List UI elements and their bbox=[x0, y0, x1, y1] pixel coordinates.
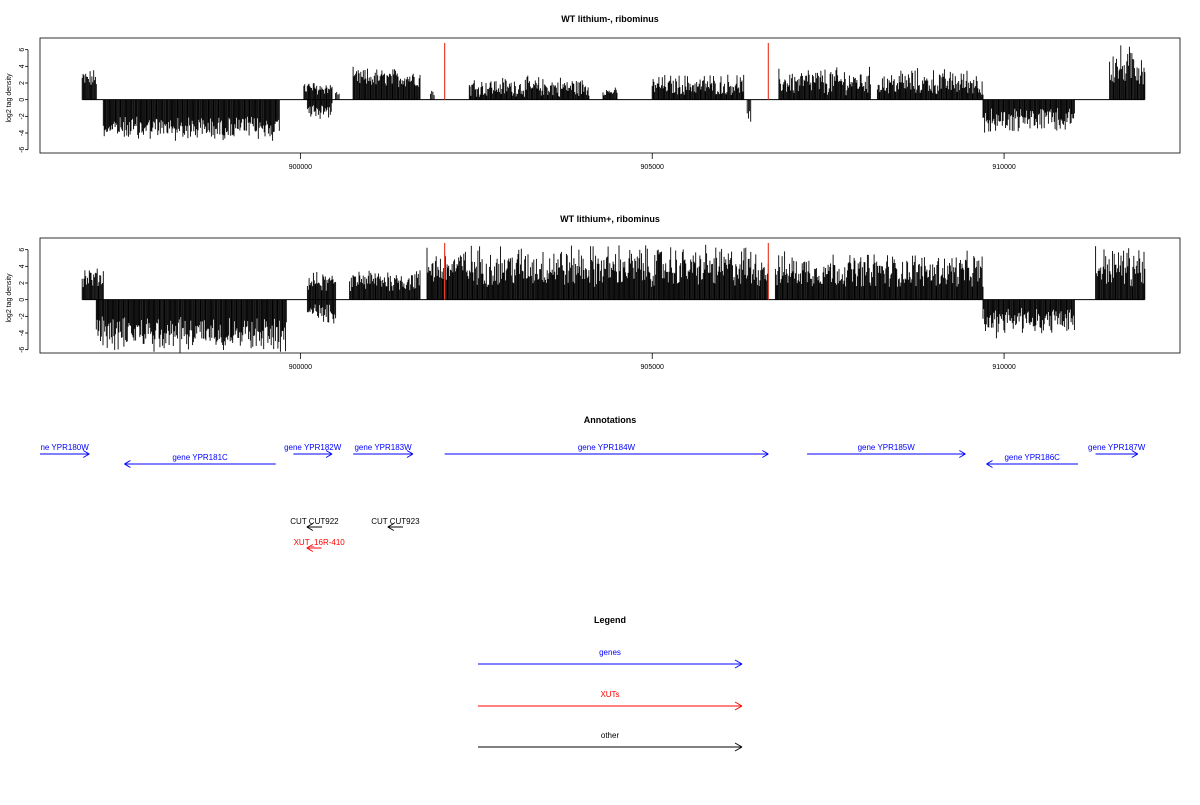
legend-arrow-head bbox=[734, 659, 743, 665]
gene-label: ne YPR180W bbox=[40, 443, 89, 452]
y-axis-label: log2 tag density bbox=[6, 73, 13, 123]
gene-arrow: gene YPR186C bbox=[986, 453, 1078, 468]
y-tick-label: 4 bbox=[19, 64, 26, 68]
y-tick-label: -2 bbox=[19, 113, 26, 119]
legend-label: XUTs bbox=[600, 690, 619, 699]
cut-label: CUT CUT922 bbox=[290, 517, 339, 526]
arrow-head bbox=[325, 453, 333, 458]
arrow-head bbox=[406, 450, 414, 455]
legend-arrow-head bbox=[734, 701, 743, 707]
gene-arrow: gene YPR185W bbox=[807, 443, 966, 458]
arrow-head bbox=[959, 450, 966, 455]
gene-arrow: gene YPR183W bbox=[353, 443, 414, 458]
arrow-head bbox=[306, 547, 314, 552]
cut-arrow: CUT CUT923 bbox=[371, 517, 420, 531]
y-tick-label: 6 bbox=[19, 48, 26, 52]
panel-title: WT lithium+, ribominus bbox=[560, 214, 660, 224]
y-tick-label: -4 bbox=[19, 130, 26, 136]
gene-arrow: ne YPR180W bbox=[40, 443, 90, 458]
x-tick-label: 900000 bbox=[289, 164, 312, 171]
legend-item: XUTs bbox=[478, 690, 743, 711]
y-tick-label: 2 bbox=[19, 81, 26, 85]
y-tick-label: -2 bbox=[19, 313, 26, 319]
arrow-head bbox=[762, 453, 769, 458]
arrow-head bbox=[1131, 453, 1139, 458]
arrow-head bbox=[387, 523, 395, 528]
y-tick-label: -4 bbox=[19, 330, 26, 336]
y-tick-label: 2 bbox=[19, 281, 26, 285]
y-tick-label: 0 bbox=[19, 298, 26, 302]
y-tick-label: 4 bbox=[19, 264, 26, 268]
axes: -6 -4 -2 0 2 4 6 900000 905000 910000 bbox=[19, 37, 1181, 171]
x-tick-label: 905000 bbox=[641, 364, 664, 371]
x-tick-label: 905000 bbox=[641, 164, 664, 171]
arrow-head bbox=[1131, 450, 1139, 455]
arrow-head bbox=[306, 523, 314, 528]
y-tick-label: 6 bbox=[19, 248, 26, 252]
legend-label: genes bbox=[599, 648, 621, 657]
annotation-items: ne YPR180W gene YPR181C gene YPR182W gene Y… bbox=[40, 443, 1146, 552]
y-tick-label: -6 bbox=[19, 346, 26, 352]
x-tick-label: 910000 bbox=[992, 364, 1015, 371]
bar-series bbox=[81, 45, 1146, 141]
density-panel-lithium-minus: WT lithium-, ribominus log2 tag density … bbox=[6, 14, 1181, 171]
gene-label: gene YPR185W bbox=[858, 443, 916, 452]
legend: Legend genes XUTs other bbox=[478, 615, 743, 752]
legend-item: other bbox=[478, 731, 743, 752]
arrow-head bbox=[986, 460, 993, 465]
arrow-head bbox=[306, 544, 314, 549]
arrow-head bbox=[306, 526, 314, 531]
y-tick-label: -6 bbox=[19, 146, 26, 152]
plot-frame bbox=[39, 237, 1181, 354]
arrow-head bbox=[325, 450, 333, 455]
gene-arrow: gene YPR181C bbox=[124, 453, 276, 468]
marker-lines bbox=[444, 243, 769, 300]
xut-arrow: XUT_16R-410 bbox=[294, 538, 346, 552]
legend-title: Legend bbox=[594, 615, 626, 625]
gene-arrow: gene YPR182W bbox=[284, 443, 342, 458]
legend-item: genes bbox=[478, 648, 743, 669]
arrow-head bbox=[986, 463, 993, 468]
x-tick-label: 910000 bbox=[992, 164, 1015, 171]
arrow-head bbox=[959, 453, 966, 458]
arrow-head bbox=[762, 450, 769, 455]
cut-label: CUT CUT923 bbox=[371, 517, 420, 526]
gene-label: gene YPR181C bbox=[172, 453, 228, 462]
arrow-head bbox=[83, 450, 90, 455]
legend-label: other bbox=[601, 731, 620, 740]
arrow-head bbox=[83, 453, 90, 458]
arrow-head bbox=[387, 526, 395, 531]
annotations-track: Annotations ne YPR180W gene YPR181C gene Y… bbox=[40, 415, 1146, 552]
plot-frame bbox=[39, 37, 1181, 154]
legend-arrow-head bbox=[734, 742, 743, 748]
gene-label: gene YPR183W bbox=[354, 443, 412, 452]
arrow-head bbox=[124, 460, 131, 465]
y-axis-label: log2 tag density bbox=[6, 273, 13, 323]
annotations-title: Annotations bbox=[584, 415, 637, 425]
cut-arrow: CUT CUT922 bbox=[290, 517, 339, 531]
panel-title: WT lithium-, ribominus bbox=[561, 14, 659, 24]
gene-arrow: gene YPR184W bbox=[444, 443, 769, 458]
arrow-head bbox=[406, 453, 414, 458]
legend-arrow-head bbox=[734, 746, 743, 752]
gene-label: gene YPR187W bbox=[1088, 443, 1146, 452]
gene-label: gene YPR186C bbox=[1004, 453, 1060, 462]
y-tick-label: 0 bbox=[19, 98, 26, 102]
legend-arrow-head bbox=[734, 705, 743, 711]
gene-label: gene YPR184W bbox=[578, 443, 636, 452]
gene-label: gene YPR182W bbox=[284, 443, 342, 452]
legend-arrow-head bbox=[734, 663, 743, 669]
bar-series bbox=[81, 244, 1146, 353]
axes: -6 -4 -2 0 2 4 6 900000 905000 910000 bbox=[19, 237, 1181, 371]
x-tick-label: 900000 bbox=[289, 364, 312, 371]
density-panel-lithium-plus: WT lithium+, ribominus log2 tag density … bbox=[6, 214, 1181, 371]
legend-items: genes XUTs other bbox=[478, 648, 743, 752]
xut-label: XUT_16R-410 bbox=[294, 538, 346, 547]
marker-lines bbox=[444, 43, 769, 100]
gene-arrow: gene YPR187W bbox=[1088, 443, 1146, 458]
arrow-head bbox=[124, 463, 131, 468]
